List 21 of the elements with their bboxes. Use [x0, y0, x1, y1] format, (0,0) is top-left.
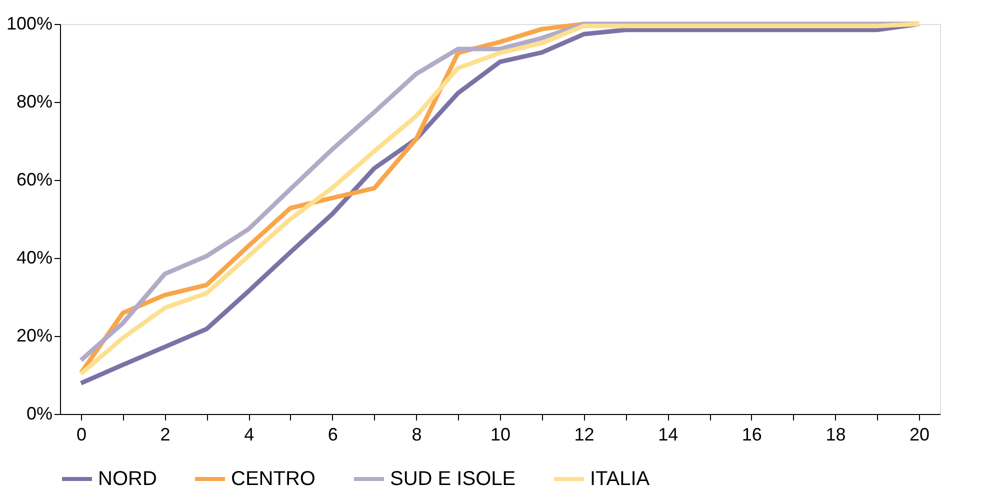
x-tick-label: 0	[76, 424, 86, 444]
x-tick-label: 20	[910, 424, 930, 444]
y-tick-label: 20%	[16, 326, 52, 346]
y-tick-label: 100%	[6, 14, 52, 34]
legend-label: NORD	[98, 468, 157, 490]
y-tick-label: 0%	[26, 404, 52, 424]
legend-label: ITALIA	[590, 468, 650, 490]
x-tick-label: 18	[826, 424, 846, 444]
x-tick-label: 2	[160, 424, 170, 444]
x-tick-label: 4	[244, 424, 254, 444]
x-tick-label: 8	[412, 424, 422, 444]
x-tick-label: 10	[490, 424, 511, 444]
y-tick-label: 80%	[16, 92, 52, 112]
x-tick-label: 12	[574, 424, 594, 444]
legend-label: CENTRO	[231, 468, 316, 490]
y-tick-label: 40%	[16, 248, 52, 268]
x-tick-label: 16	[742, 424, 762, 444]
y-tick-label: 60%	[16, 170, 52, 190]
x-tick-label: 14	[658, 424, 678, 444]
legend-label: SUD E ISOLE	[390, 468, 516, 490]
x-tick-label: 6	[328, 424, 338, 444]
